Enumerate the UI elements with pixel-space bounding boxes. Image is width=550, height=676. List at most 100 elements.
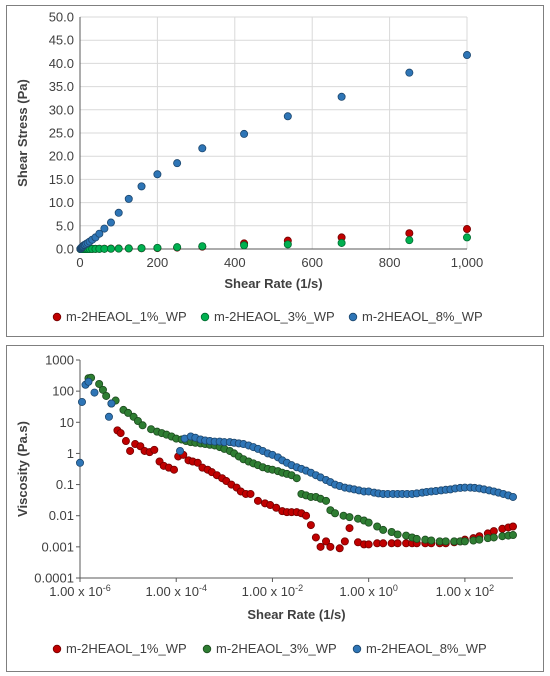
data-point-m-2heaol-3-wp — [240, 241, 249, 250]
data-point-m-2heaol-1-wp — [335, 544, 344, 553]
y-tick-label: 45.0 — [49, 33, 74, 48]
data-point-m-2heaol-8-wp — [173, 159, 182, 168]
data-point-m-2heaol-3-wp — [462, 233, 471, 242]
data-point-m-2heaol-8-wp — [107, 399, 116, 408]
x-axis-title: Shear Rate (1/s) — [224, 276, 322, 291]
data-point-m-2heaol-3-wp — [137, 244, 146, 253]
data-point-m-2heaol-1-wp — [253, 496, 262, 505]
data-point-m-2heaol-3-wp — [100, 244, 109, 253]
y-tick-label: 30.0 — [49, 102, 74, 117]
legend-label: m-2HEAOL_8%_WP — [366, 641, 487, 656]
x-tick-label-base: 1.00 x 10 — [49, 584, 103, 599]
legend-label: m-2HEAOL_1%_WP — [66, 641, 187, 656]
data-point-m-2heaol-1-wp — [246, 489, 255, 498]
data-point-m-2heaol-8-wp — [137, 182, 146, 191]
data-point-m-2heaol-8-wp — [176, 446, 185, 455]
data-point-m-2heaol-1-wp — [326, 542, 335, 551]
legend-marker — [202, 644, 212, 654]
data-point-m-2heaol-8-wp — [124, 194, 133, 203]
data-point-m-2heaol-8-wp — [77, 397, 86, 406]
y-tick-label: 100 — [52, 384, 74, 399]
x-tick-label-base: 1.00 x 10 — [339, 584, 393, 599]
x-tick-label-exponent: 0 — [393, 583, 398, 593]
y-tick-label: 0.0 — [56, 242, 74, 257]
data-point-m-2heaol-1-wp — [345, 524, 354, 533]
y-tick-label: 0.0001 — [34, 571, 74, 586]
x-axis-title: Shear Rate (1/s) — [247, 607, 345, 622]
data-point-m-2heaol-1-wp — [170, 465, 179, 474]
y-tick-label: 10.0 — [49, 195, 74, 210]
data-point-m-2heaol-8-wp — [240, 129, 249, 138]
data-point-m-2heaol-8-wp — [114, 208, 123, 217]
data-point-m-2heaol-3-wp — [153, 243, 162, 252]
data-point-m-2heaol-3-wp — [114, 244, 123, 253]
data-point-m-2heaol-1-wp — [364, 540, 373, 549]
data-point-m-2heaol-8-wp — [76, 458, 85, 467]
x-tick-label: 600 — [301, 255, 323, 270]
data-point-m-2heaol-1-wp — [193, 458, 202, 467]
x-tick-label-exponent: -2 — [295, 583, 303, 593]
x-tick-label-exponent: 2 — [489, 583, 494, 593]
legend-label: m-2HEAOL_3%_WP — [216, 641, 337, 656]
data-point-m-2heaol-8-wp — [508, 492, 517, 501]
legend-marker — [348, 312, 358, 322]
data-point-m-2heaol-3-wp — [337, 238, 346, 247]
data-point-m-2heaol-3-wp — [441, 537, 450, 546]
x-tick-label-base: 400 — [224, 255, 246, 270]
chart-panel-viscosity: 0.0001 0.001 0.01 0.1 1 10 100 1000 1.00 x 10-6 1… — [6, 345, 544, 672]
x-tick-label-base: 1.00 x 10 — [242, 584, 296, 599]
y-tick-label: 20.0 — [49, 149, 74, 164]
data-point-m-2heaol-3-wp — [322, 496, 331, 505]
data-point-m-2heaol-8-wp — [153, 170, 162, 179]
data-point-m-2heaol-3-wp — [292, 474, 301, 483]
data-point-m-2heaol-1-wp — [379, 539, 388, 548]
x-tick-label-base: 1,000 — [451, 255, 484, 270]
x-tick-label: 1.00 x 100 — [339, 583, 398, 599]
y-tick-label: 5.0 — [56, 218, 74, 233]
y-tick-label: 0.01 — [49, 508, 74, 523]
data-point-m-2heaol-3-wp — [489, 533, 498, 542]
data-point-m-2heaol-3-wp — [102, 391, 111, 400]
data-point-m-2heaol-3-wp — [98, 385, 107, 394]
data-point-m-2heaol-1-wp — [126, 446, 135, 455]
x-tick-label-base: 600 — [301, 255, 323, 270]
y-tick-label: 0.1 — [56, 477, 74, 492]
y-tick-label: 1000 — [45, 353, 74, 368]
chart-panel-shear-stress: 0.0 5.0 10.0 15.0 20.0 25.0 30.0 35.0 40.0 45.0 50… — [6, 5, 544, 337]
chart-shear-stress: 0.0 5.0 10.0 15.0 20.0 25.0 30.0 35.0 40.0 45.0 50… — [15, 10, 484, 325]
x-tick-label-base: 1.00 x 10 — [436, 584, 490, 599]
data-point-m-2heaol-3-wp — [173, 243, 182, 252]
x-tick-label: 1,000 — [451, 255, 484, 270]
data-point-m-2heaol-3-wp — [124, 408, 133, 417]
data-point-m-2heaol-3-wp — [138, 421, 147, 430]
data-point-m-2heaol-3-wp — [198, 242, 207, 251]
x-tick-label-exponent: -4 — [199, 583, 207, 593]
data-point-m-2heaol-3-wp — [106, 244, 115, 253]
y-tick-label: 15.0 — [49, 172, 74, 187]
data-point-m-2heaol-3-wp — [283, 240, 292, 249]
y-axis-title: Shear Stress (Pa) — [15, 79, 30, 187]
x-tick-label: 0 — [76, 255, 83, 270]
data-point-m-2heaol-3-wp — [379, 525, 388, 534]
data-point-m-2heaol-8-wp — [84, 377, 93, 386]
x-tick-label-base: 200 — [147, 255, 169, 270]
x-tick-label: 1.00 x 10-4 — [145, 583, 207, 599]
x-tick-label: 800 — [379, 255, 401, 270]
data-point-m-2heaol-8-wp — [283, 112, 292, 121]
x-tick-label: 1.00 x 10-6 — [49, 583, 111, 599]
data-point-m-2heaol-1-wp — [116, 429, 125, 438]
data-point-m-2heaol-8-wp — [337, 92, 346, 101]
data-point-m-2heaol-1-wp — [316, 542, 325, 551]
x-tick-label: 400 — [224, 255, 246, 270]
y-axis-title: Viscosity (Pa.s) — [15, 421, 30, 517]
data-point-m-2heaol-8-wp — [95, 229, 104, 238]
data-point-m-2heaol-3-wp — [124, 244, 133, 253]
legend-label: m-2HEAOL_3%_WP — [214, 309, 335, 324]
data-point-m-2heaol-1-wp — [393, 539, 402, 548]
y-tick-label: 50.0 — [49, 10, 74, 25]
data-point-m-2heaol-1-wp — [322, 537, 331, 546]
x-tick-label: 200 — [147, 255, 169, 270]
data-point-m-2heaol-8-wp — [198, 144, 207, 153]
data-point-m-2heaol-1-wp — [306, 521, 315, 530]
